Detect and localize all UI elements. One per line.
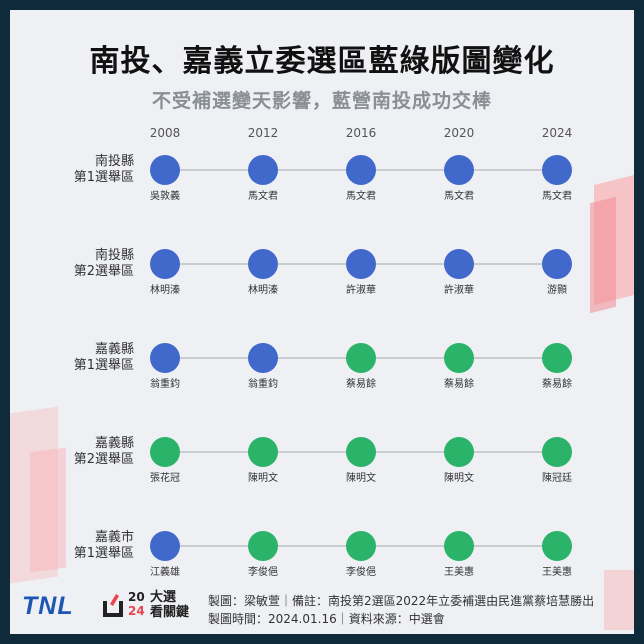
election-logo-year: 20 24	[128, 590, 154, 618]
year-header: 2020	[443, 126, 475, 140]
kmt-seat-dot	[150, 249, 180, 279]
kmt-seat-dot	[150, 343, 180, 373]
dpp-seat-dot	[444, 531, 474, 561]
dpp-seat-dot	[150, 437, 180, 467]
legislator-name: 游顥	[547, 285, 567, 296]
district-label: 嘉義市 第1選舉區	[54, 530, 134, 562]
page-subtitle: 不受補選變天影響，藍營南投成功交棒	[151, 90, 492, 112]
district-label: 南投縣 第1選舉區	[54, 154, 134, 186]
kmt-seat-dot	[248, 155, 278, 185]
footer-credit: 製圖：梁敏萱｜備註：南投第2選區2022年立委補選由民進黨蔡培慧勝出	[208, 594, 595, 608]
dpp-seat-dot	[444, 343, 474, 373]
legislator-name: 王美惠	[542, 567, 572, 578]
district-label: 嘉義縣 第2選舉區	[54, 436, 134, 468]
election-logo-text: 大選 看關鍵	[150, 590, 206, 620]
election-logo-icon	[103, 594, 123, 617]
decorative-shape	[590, 196, 616, 314]
district-label: 南投縣 第2選舉區	[54, 248, 134, 280]
year-header: 2024	[541, 126, 573, 140]
kmt-seat-dot	[150, 155, 180, 185]
legislator-name: 林明溱	[150, 285, 180, 296]
legislator-name: 蔡易餘	[444, 379, 474, 390]
legislator-name: 翁重鈞	[248, 379, 278, 390]
legislator-name: 陳明文	[346, 473, 376, 484]
legislator-name: 翁重鈞	[150, 379, 180, 390]
kmt-seat-dot	[542, 249, 572, 279]
dpp-seat-dot	[346, 343, 376, 373]
district-county: 南投縣	[94, 154, 134, 169]
tnl-logo: TNL	[22, 592, 74, 620]
legislator-name: 馬文君	[542, 191, 572, 202]
legislator-name: 張花冠	[150, 473, 180, 484]
dpp-seat-dot	[248, 531, 278, 561]
legislator-name: 陳明文	[444, 473, 474, 484]
kmt-seat-dot	[444, 155, 474, 185]
district-label: 嘉義縣 第1選舉區	[54, 342, 134, 374]
dpp-seat-dot	[542, 531, 572, 561]
kmt-seat-dot	[346, 249, 376, 279]
legislator-name: 陳明文	[248, 473, 278, 484]
legislator-name: 陳冠廷	[542, 473, 572, 484]
kmt-seat-dot	[444, 249, 474, 279]
district-county: 嘉義市	[94, 530, 134, 545]
footer-source: 製圖時間：2024.01.16｜資料來源：中選會	[208, 612, 445, 626]
kmt-seat-dot	[542, 155, 572, 185]
dpp-seat-dot	[542, 437, 572, 467]
dpp-seat-dot	[542, 343, 572, 373]
district-county: 嘉義縣	[94, 342, 134, 357]
legislator-name: 李俊俋	[346, 567, 376, 578]
district-number: 第1選舉區	[73, 170, 134, 185]
legislator-name: 許淑華	[346, 285, 376, 296]
dpp-seat-dot	[248, 437, 278, 467]
legislator-name: 馬文君	[346, 191, 376, 202]
legislator-name: 蔡易餘	[542, 379, 572, 390]
kmt-seat-dot	[248, 249, 278, 279]
legislator-name: 蔡易餘	[346, 379, 376, 390]
legislator-name: 王美惠	[444, 567, 474, 578]
kmt-seat-dot	[346, 155, 376, 185]
decorative-shape	[604, 570, 634, 630]
district-number: 第2選舉區	[73, 452, 134, 467]
kmt-seat-dot	[150, 531, 180, 561]
infographic-card: 南投、嘉義立委選區藍綠版圖變化 不受補選變天影響，藍營南投成功交棒 2008 20…	[10, 10, 634, 634]
page-title: 南投、嘉義立委選區藍綠版圖變化	[89, 44, 555, 79]
dpp-seat-dot	[444, 437, 474, 467]
logo-year-bottom: 24	[128, 604, 145, 618]
legislator-name: 馬文君	[444, 191, 474, 202]
district-number: 第2選舉區	[73, 264, 134, 279]
legislator-name: 李俊俋	[248, 567, 278, 578]
legislator-name: 馬文君	[248, 191, 278, 202]
logo-text-bottom: 看關鍵	[150, 605, 190, 620]
district-county: 嘉義縣	[94, 436, 134, 451]
legislator-name: 許淑華	[444, 285, 474, 296]
legislator-name: 江義雄	[150, 567, 180, 578]
kmt-seat-dot	[248, 343, 278, 373]
year-header: 2012	[247, 126, 279, 140]
district-number: 第1選舉區	[73, 358, 134, 373]
dpp-seat-dot	[346, 437, 376, 467]
legislator-name: 吳敦義	[150, 191, 180, 202]
logo-year-top: 20	[128, 590, 145, 604]
logo-text-top: 大選	[150, 590, 177, 605]
dpp-seat-dot	[346, 531, 376, 561]
year-header: 2016	[345, 126, 377, 140]
year-header: 2008	[149, 126, 181, 140]
legislator-name: 林明溱	[248, 285, 278, 296]
district-number: 第1選舉區	[73, 546, 134, 561]
district-county: 南投縣	[94, 248, 134, 263]
